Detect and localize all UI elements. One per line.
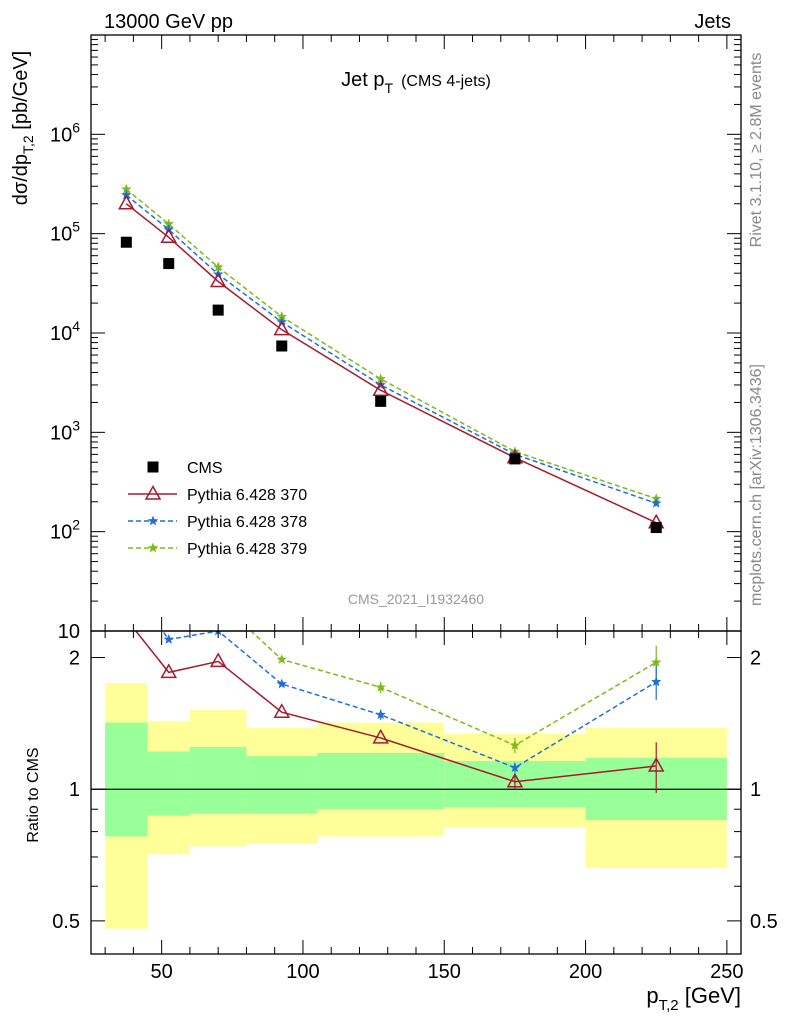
p370-point	[209, 652, 227, 668]
ratio-y-tick-label-left: 2	[69, 648, 80, 670]
data-point	[163, 258, 175, 270]
main-y-tick-label: 102	[50, 517, 80, 544]
data-point	[120, 236, 132, 248]
p370-point	[209, 272, 227, 288]
p370-point	[506, 772, 524, 788]
band-inner	[105, 722, 148, 837]
ratio-uncertainty-bands	[91, 682, 741, 929]
analysis-label: CMS_2021_I1932460	[348, 591, 484, 607]
x-tick-label: 200	[569, 961, 602, 983]
ratio-ylabel: Ratio to CMS	[25, 747, 42, 842]
x-tick-label: 150	[428, 961, 461, 983]
legend: CMS Pythia 6.428 370 Pythia 6.428 378 Pythi…	[128, 460, 307, 558]
x-axis-label-sub: T,2	[659, 997, 679, 1014]
data-point	[650, 522, 662, 534]
p370-point	[273, 703, 291, 718]
x-tick-label: 100	[286, 961, 319, 983]
main-y-tick-label: 104	[50, 318, 80, 345]
p379-point	[121, 551, 131, 561]
process-label: 13000 GeV pp	[104, 11, 233, 33]
p370-point	[372, 728, 389, 744]
legend-label-data: CMS	[187, 460, 223, 477]
rivet-label: Rivet 3.1.10, ≥ 2.8M events	[748, 53, 765, 248]
ratio-y-tick-label-left: 1	[69, 779, 80, 801]
axes-layer: 50 100 150 200 250 10 102 103 104 105 106 0.5 0.5 1 1 2…	[50, 35, 778, 983]
p378-point	[276, 678, 287, 689]
p379-point	[163, 610, 173, 620]
p378-point	[650, 676, 662, 687]
x-axis-label-prefix: p	[646, 983, 658, 1008]
p379-point	[163, 218, 174, 229]
p370-point	[647, 756, 665, 772]
data-point	[276, 340, 288, 352]
main-ylabel-suffix: [pb/GeV]	[10, 51, 32, 136]
legend-marker-data	[147, 461, 159, 473]
p370-point	[119, 611, 133, 624]
x-axis-label-suffix: [GeV]	[679, 983, 741, 1008]
legend-marker-p370	[144, 484, 162, 500]
p370-point	[160, 228, 177, 244]
p379-line	[125, 188, 657, 500]
ratio-y-tick-label-right: 0.5	[750, 911, 778, 933]
p379-point	[650, 656, 662, 667]
data-point	[375, 395, 387, 407]
p378-point	[375, 709, 386, 720]
p370-point	[118, 194, 135, 210]
ratio-y-tick-label-right: 2	[750, 648, 761, 670]
main-y-tick-label: 10	[58, 621, 80, 643]
p379-point	[276, 653, 287, 664]
p378-point	[163, 633, 174, 644]
p379-point	[212, 261, 224, 272]
main-y-tick-label: 103	[50, 417, 80, 444]
p370-point	[273, 320, 291, 336]
legend-label-p370: Pythia 6.428 370	[187, 487, 307, 504]
p379-point	[509, 739, 521, 750]
band-inner	[147, 751, 190, 816]
main-ylabel: dσ/dpT,2 [pb/GeV]	[10, 51, 36, 205]
p378-point	[650, 497, 662, 508]
ratio-y-tick-label-right: 1	[750, 779, 761, 801]
x-tick-label: 250	[710, 961, 743, 983]
main-y-tick-label: 106	[50, 119, 80, 146]
main-ylabel-prefix: dσ/dp	[10, 154, 32, 205]
ratio-y-tick-label-left: 0.5	[52, 911, 80, 933]
p379-point	[213, 595, 223, 605]
legend-marker-p379	[147, 542, 159, 553]
p370-point	[372, 381, 389, 397]
p378-point	[121, 189, 132, 200]
plot-title: Jet pT (CMS 4-jets)	[341, 69, 491, 96]
band-inner	[317, 753, 445, 810]
x-axis-label: pT,2 [GeV]	[646, 983, 741, 1014]
main-series-layer	[118, 183, 665, 534]
p379-point	[375, 373, 386, 384]
data-point	[212, 304, 224, 316]
main-ylabel-sub: T,2	[20, 135, 36, 154]
x-tick-label: 50	[151, 961, 173, 983]
main-y-tick-label: 105	[50, 219, 80, 246]
p378-point	[121, 575, 131, 585]
p378-point	[509, 762, 521, 773]
legend-label-p378: Pythia 6.428 378	[187, 514, 307, 531]
mcplots-label: mcplots.cern.ch [arXiv:1306.3436]	[748, 364, 765, 606]
p370-point	[160, 663, 177, 679]
plot-title-main: Jet p	[341, 69, 384, 91]
legend-label-p379: Pythia 6.428 379	[187, 541, 307, 558]
ratio-series-layer	[119, 551, 665, 794]
band-inner	[189, 746, 247, 814]
data-point	[509, 453, 521, 465]
p379-point	[121, 183, 132, 194]
p379-point	[375, 681, 386, 692]
plot-title-sub: T	[385, 80, 394, 96]
ratio-plot-frame	[90, 630, 742, 955]
legend-marker-p378	[147, 515, 159, 526]
plot-title-suffix: (CMS 4-jets)	[401, 73, 491, 90]
p378-line	[125, 194, 657, 505]
band-inner	[246, 756, 318, 814]
p378-point	[375, 379, 386, 390]
p379-point	[276, 311, 287, 322]
category-label: Jets	[694, 11, 731, 33]
